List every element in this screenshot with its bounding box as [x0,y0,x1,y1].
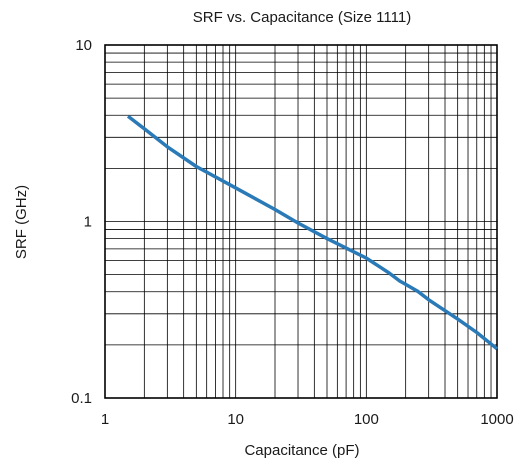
y-tick-label: 1 [84,214,92,231]
x-tick-label: 1 [101,411,109,428]
grid-lines [104,44,498,399]
y-tick-labels: 0.1 1 10 [71,37,92,407]
srf-series-line [126,114,499,351]
y-axis-label: SRF (GHz) [13,185,30,259]
y-tick-label: 0.1 [71,390,92,407]
x-axis-label: Capacitance (pF) [244,442,359,459]
x-tick-label: 1000 [480,411,513,428]
plot-frame [104,44,498,399]
chart-title: SRF vs. Capacitance (Size 1111) [193,9,411,26]
x-tick-label: 10 [227,411,244,428]
x-tick-label: 100 [354,411,379,428]
series-layer [126,114,499,351]
x-tick-labels: 1 10 100 1000 [101,411,514,428]
y-tick-label: 10 [75,37,92,54]
